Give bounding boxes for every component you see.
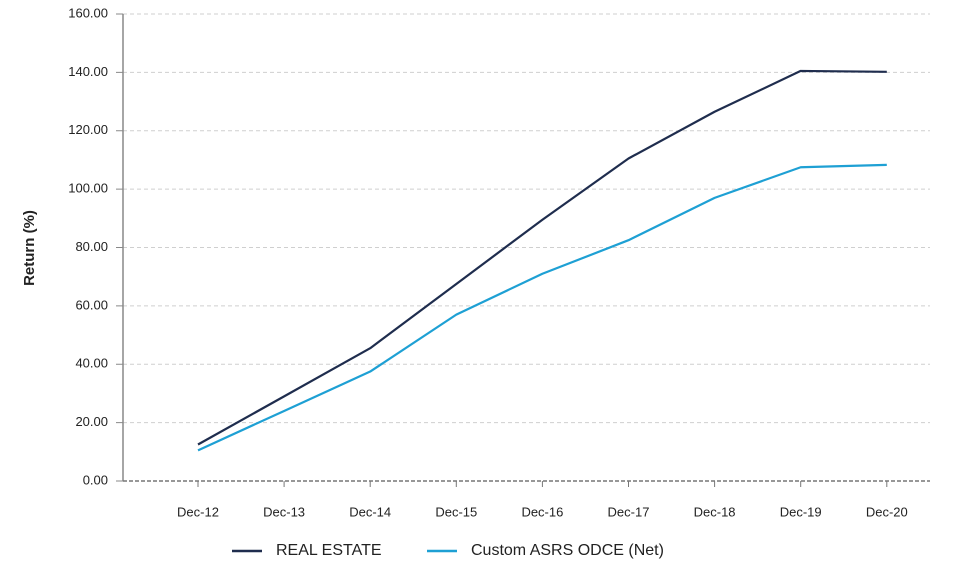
x-tick-label: Dec-13	[263, 504, 305, 519]
series-line	[197, 69, 887, 446]
series-line	[197, 163, 887, 452]
y-tick-label: 20.00	[75, 414, 108, 429]
x-tick-label: Dec-19	[780, 504, 822, 519]
x-tick-label: Dec-16	[521, 504, 563, 519]
y-tick-label: 160.00	[68, 5, 108, 20]
y-tick-label: 40.00	[75, 356, 108, 371]
x-tick-label: Dec-20	[866, 504, 908, 519]
x-tick-label: Dec-15	[435, 504, 477, 519]
y-tick-label: 0.00	[83, 472, 108, 487]
y-tick-label: 120.00	[68, 122, 108, 137]
x-tick-label: Dec-14	[349, 504, 391, 519]
x-tick-label: Dec-18	[694, 504, 736, 519]
x-tick-label: Dec-12	[177, 504, 219, 519]
y-tick-label: 100.00	[68, 181, 108, 196]
legend-label: Custom ASRS ODCE (Net)	[471, 542, 664, 559]
y-tick-label: 60.00	[75, 297, 108, 312]
legend-label: REAL ESTATE	[276, 542, 382, 559]
y-tick-label: 140.00	[68, 64, 108, 79]
y-tick-label: 80.00	[75, 239, 108, 254]
x-tick-label: Dec-17	[608, 504, 650, 519]
y-axis-title: Return (%)	[21, 210, 38, 286]
